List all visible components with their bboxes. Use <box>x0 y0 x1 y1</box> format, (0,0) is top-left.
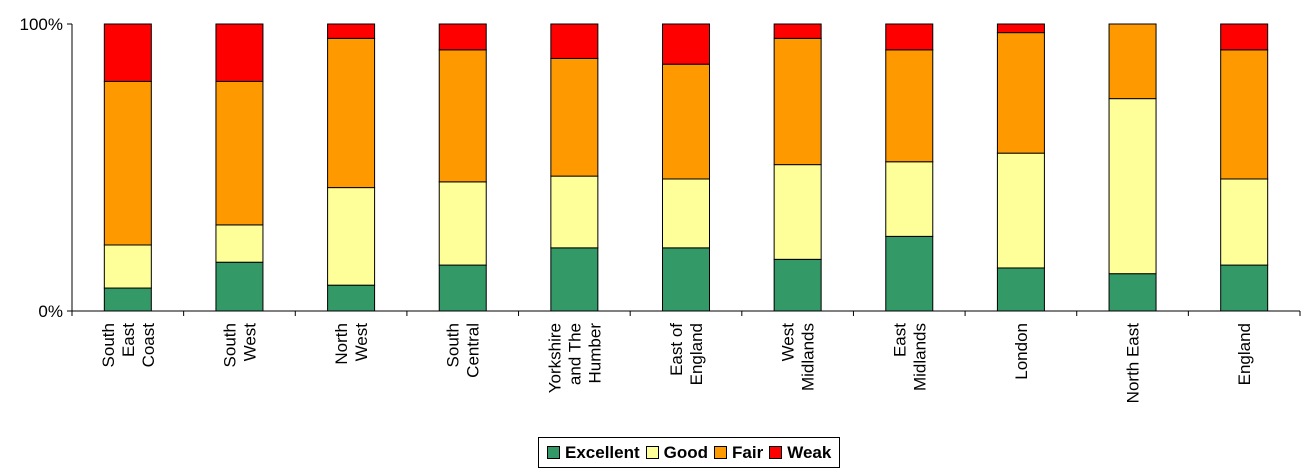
legend-swatch <box>769 446 783 459</box>
bar-weak-10 <box>1220 23 1269 51</box>
bar-excellent-7 <box>885 235 934 312</box>
bar-good-1 <box>215 224 264 263</box>
chart-legend: Excellent Good Fair Weak <box>538 437 841 468</box>
x-category-label: East <box>890 323 909 357</box>
x-category-label: London <box>1012 323 1031 380</box>
x-category-label: and The <box>565 323 584 385</box>
bar-good-6 <box>773 164 822 260</box>
bar-weak-1 <box>215 23 264 82</box>
bar-good-9 <box>1108 98 1157 275</box>
bar-good-2 <box>327 187 376 286</box>
legend-swatch <box>645 446 659 459</box>
bar-weak-6 <box>773 23 822 39</box>
bar-excellent-0 <box>103 287 152 312</box>
bar-good-7 <box>885 161 934 237</box>
bar-excellent-4 <box>550 247 599 312</box>
legend-label: Fair <box>732 442 764 462</box>
bar-good-8 <box>996 152 1045 269</box>
bar-weak-0 <box>103 23 152 82</box>
legend-label: Good <box>663 442 709 462</box>
x-category-label: Midlands <box>799 323 818 391</box>
legend-swatch <box>547 446 560 459</box>
bar-weak-7 <box>885 23 934 51</box>
bar-fair-10 <box>1220 49 1269 180</box>
bar-fair-3 <box>438 49 487 183</box>
bar-weak-3 <box>438 23 487 51</box>
x-category-label: North <box>332 323 351 365</box>
x-category-label: Coast <box>139 323 158 368</box>
bar-fair-4 <box>550 57 599 177</box>
bar-excellent-9 <box>1108 273 1157 312</box>
x-category-label: East of <box>667 323 686 376</box>
bar-fair-1 <box>215 80 264 226</box>
bar-good-3 <box>438 181 487 266</box>
bar-excellent-3 <box>438 264 487 312</box>
y-tick-label: 100% <box>20 15 63 34</box>
x-category-label: South <box>99 323 118 367</box>
bar-fair-8 <box>996 32 1045 154</box>
x-category-label: South <box>444 323 463 367</box>
bar-fair-0 <box>103 80 152 246</box>
bar-excellent-1 <box>215 261 264 312</box>
bar-weak-8 <box>996 23 1045 34</box>
legend-swatch <box>714 446 728 459</box>
x-category-label: Humber <box>585 323 604 384</box>
x-category-label: Yorkshire <box>545 323 564 393</box>
bar-excellent-2 <box>327 284 376 312</box>
bar-excellent-8 <box>996 267 1045 312</box>
x-category-label: England <box>1235 323 1254 385</box>
x-category-label: West <box>240 323 259 362</box>
bar-excellent-10 <box>1220 264 1269 312</box>
bar-fair-7 <box>885 49 934 163</box>
x-category-label: Midlands <box>910 323 929 391</box>
bar-excellent-5 <box>662 247 710 312</box>
legend-item-weak: Weak <box>769 443 831 463</box>
bar-weak-4 <box>550 23 599 59</box>
legend-item-excellent: Excellent <box>547 443 640 463</box>
legend-item-fair: Fair <box>714 443 763 463</box>
bar-fair-2 <box>327 37 376 189</box>
legend-label: Excellent <box>565 442 640 462</box>
x-category-label: South <box>220 323 239 367</box>
bar-excellent-6 <box>773 258 822 312</box>
x-category-label: England <box>687 323 706 385</box>
legend-label: Weak <box>787 442 832 462</box>
y-tick-label: 0% <box>38 302 63 321</box>
bar-fair-6 <box>773 37 822 166</box>
bar-good-0 <box>103 244 152 289</box>
x-category-label: West <box>779 323 798 362</box>
x-category-label: Central <box>464 323 483 378</box>
bar-fair-5 <box>662 63 710 180</box>
bar-good-5 <box>662 178 710 249</box>
x-category-label: East <box>119 323 138 357</box>
x-category-label: West <box>352 323 371 362</box>
bar-good-10 <box>1220 178 1269 266</box>
bar-weak-2 <box>327 23 376 39</box>
legend-item-good: Good <box>645 442 709 463</box>
bar-weak-5 <box>662 23 710 65</box>
bar-fair-9 <box>1108 23 1157 100</box>
x-category-label: North East <box>1124 323 1143 404</box>
bar-good-4 <box>550 175 599 249</box>
